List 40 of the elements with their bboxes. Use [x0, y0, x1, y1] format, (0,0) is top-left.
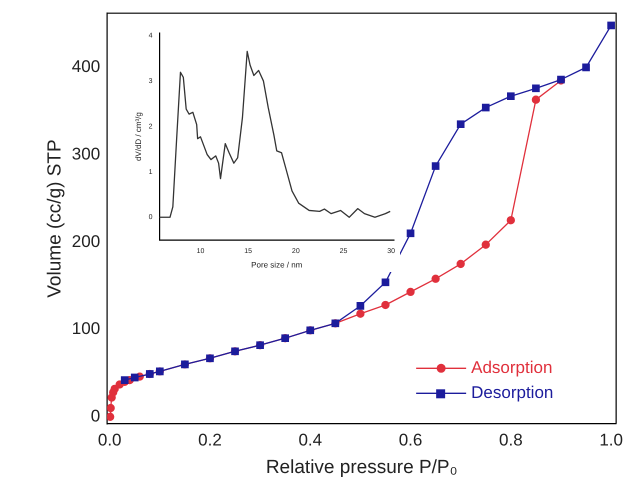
point	[381, 300, 390, 310]
point	[382, 278, 390, 286]
point	[532, 84, 540, 92]
point	[107, 404, 115, 412]
x-axis-title: Pore size / nm	[251, 260, 303, 270]
point	[456, 260, 465, 268]
point	[507, 92, 515, 100]
y-tick-label: 100	[72, 319, 100, 338]
y-axis-title: dV/dD / cm³/g	[134, 112, 144, 162]
y-tick-label: 0	[90, 406, 100, 426]
y-tick-label: 400	[72, 57, 100, 76]
point	[406, 230, 414, 238]
point	[130, 374, 139, 382]
x-tick-label: 0.8	[499, 430, 523, 450]
x-tick-label: 0.2	[198, 430, 222, 450]
point	[482, 240, 490, 249]
point	[406, 288, 415, 296]
x-tick-label: 0.4	[298, 430, 322, 450]
legend-label: Desorption	[471, 382, 554, 402]
legend-label: Adsorption	[471, 358, 552, 377]
y-tick-label: 200	[72, 232, 100, 251]
point	[356, 310, 365, 318]
point	[356, 302, 364, 310]
point	[506, 216, 515, 224]
x-tick-label: 0.0	[98, 430, 122, 450]
point	[482, 104, 490, 112]
x-tick-label: 1.0	[599, 430, 623, 450]
x-tick-label: 0.6	[398, 430, 422, 450]
x-axis-title: Relative pressure P/P₀	[266, 456, 458, 478]
point	[432, 162, 440, 170]
point	[582, 64, 590, 72]
point	[120, 376, 129, 384]
point	[532, 96, 540, 104]
y-axis-title: Volume (cc/g) STP	[44, 139, 66, 298]
y-tick-label: 300	[72, 144, 100, 164]
point	[607, 22, 615, 30]
point	[456, 120, 465, 128]
point	[110, 384, 119, 394]
point	[431, 274, 440, 283]
point	[107, 412, 114, 421]
